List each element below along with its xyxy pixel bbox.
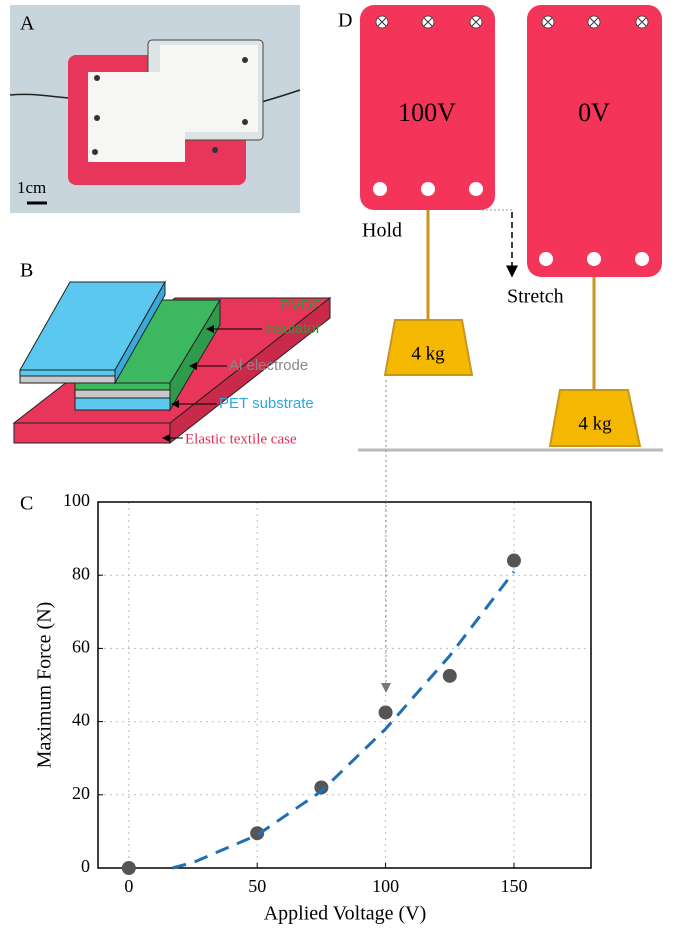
actuator <box>527 5 662 277</box>
scale-label: 1cm <box>17 178 46 197</box>
electrode <box>88 45 258 162</box>
y-tick-label: 0 <box>81 856 90 876</box>
y-tick-label: 20 <box>72 783 90 803</box>
data-point <box>442 668 457 683</box>
data-point <box>314 780 329 795</box>
voltage: 100V <box>398 98 456 127</box>
state-label: Stretch <box>507 286 564 308</box>
panel-b: B PVDF insulator Al electrode PET substr… <box>12 260 332 447</box>
x-tick-label: 50 <box>248 876 266 896</box>
weight <box>383 319 474 376</box>
plot-frame <box>97 501 592 869</box>
layer-label: Elastic textile case <box>185 431 297 447</box>
y-tick-label: 80 <box>72 563 90 583</box>
weight <box>548 389 642 447</box>
x-tick-label: 150 <box>500 876 527 896</box>
actuator <box>360 5 495 210</box>
y-tick-label: 100 <box>63 490 90 510</box>
weight-label: 4 kg <box>578 413 612 434</box>
layer-label: insulator <box>264 320 321 337</box>
y-tick-label: 60 <box>72 637 90 657</box>
panel-label: B <box>20 260 33 282</box>
panel-a: 1cm A <box>9 5 301 213</box>
x-axis-label: Applied Voltage (V) <box>264 903 427 925</box>
panel-label: A <box>20 13 35 35</box>
data-point <box>378 705 393 720</box>
panel-label: D <box>338 10 352 32</box>
fit-line <box>172 570 516 870</box>
panel-d: D 100V 0V 4 kg 4 kg Hold Stretch <box>338 5 663 452</box>
voltage: 0V <box>578 98 610 127</box>
layer-label: PET substrate <box>219 395 314 412</box>
x-tick-label: 0 <box>124 876 133 896</box>
panel-c: C Applied Voltage (V) Maximum Force (N) … <box>20 380 592 925</box>
data-point <box>506 553 521 568</box>
y-tick-label: 40 <box>72 710 90 730</box>
data-point <box>250 826 265 841</box>
state-label: Hold <box>362 220 402 242</box>
data-point <box>121 861 136 875</box>
weight-label: 4 kg <box>411 343 445 364</box>
panel-label: C <box>20 493 33 515</box>
layer-label: Al electrode <box>229 357 308 374</box>
layer-label: PVDF <box>281 297 321 314</box>
y-axis-label: Maximum Force (N) <box>34 602 56 769</box>
x-tick-label: 100 <box>372 876 399 896</box>
